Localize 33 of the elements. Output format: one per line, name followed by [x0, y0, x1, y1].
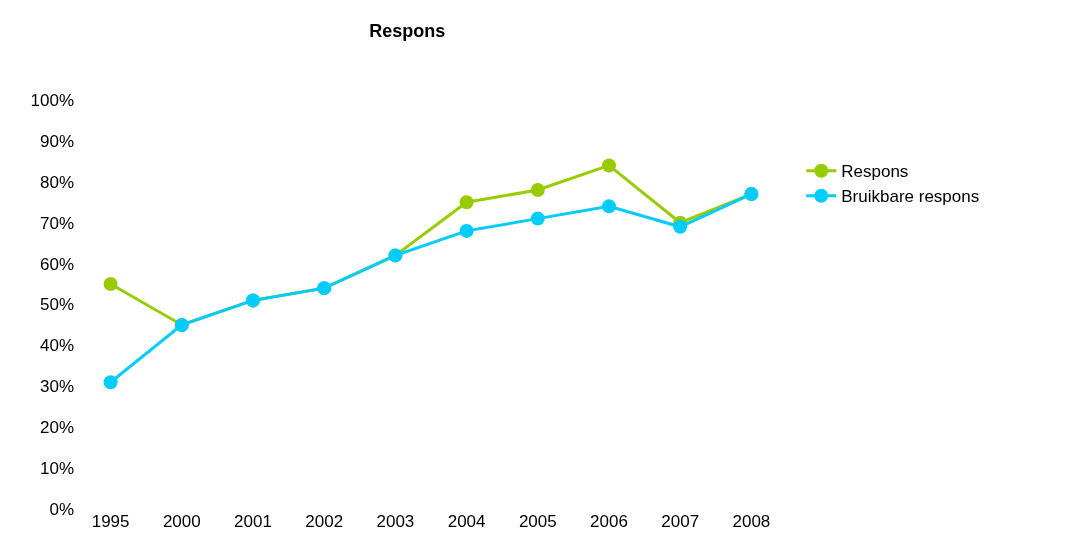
y-tick-label: 80% [39, 172, 74, 192]
y-tick-label: 50% [39, 295, 74, 315]
point [673, 219, 688, 234]
x-tick-label: 2002 [305, 512, 344, 531]
x-tick-label: 1995 [91, 512, 130, 531]
y-tick-label: 90% [39, 131, 74, 151]
point [530, 211, 545, 226]
point [103, 277, 118, 292]
point [602, 158, 616, 173]
x-tick-label: 2001 [234, 512, 272, 531]
point [103, 375, 118, 390]
point [459, 223, 474, 238]
y-tick-label: 0% [49, 499, 74, 519]
x-tick-label: 2005 [518, 512, 557, 531]
y-tick-label: 100% [30, 90, 74, 110]
y-tick-label: 40% [39, 336, 74, 356]
legend-label: Bruikbare respons [841, 187, 980, 207]
x-tick-label: 2000 [162, 512, 201, 531]
chart-title: Respons [369, 21, 446, 42]
x-tick-label: 2003 [376, 512, 415, 531]
x-tick-label: 2004 [447, 512, 486, 531]
point [459, 195, 474, 210]
point [602, 199, 616, 214]
point [530, 182, 545, 197]
x-tick-label: 2008 [732, 512, 771, 531]
y-tick-label: 10% [39, 459, 74, 479]
x-tick-label: 2007 [661, 512, 700, 531]
y-tick-label: 70% [39, 213, 74, 233]
y-tick-label: 60% [39, 254, 74, 274]
x-tick-label: 2006 [590, 512, 628, 531]
y-tick-label: 30% [39, 377, 74, 397]
legend-label: Respons [841, 162, 909, 182]
y-tick-label: 20% [39, 418, 74, 438]
